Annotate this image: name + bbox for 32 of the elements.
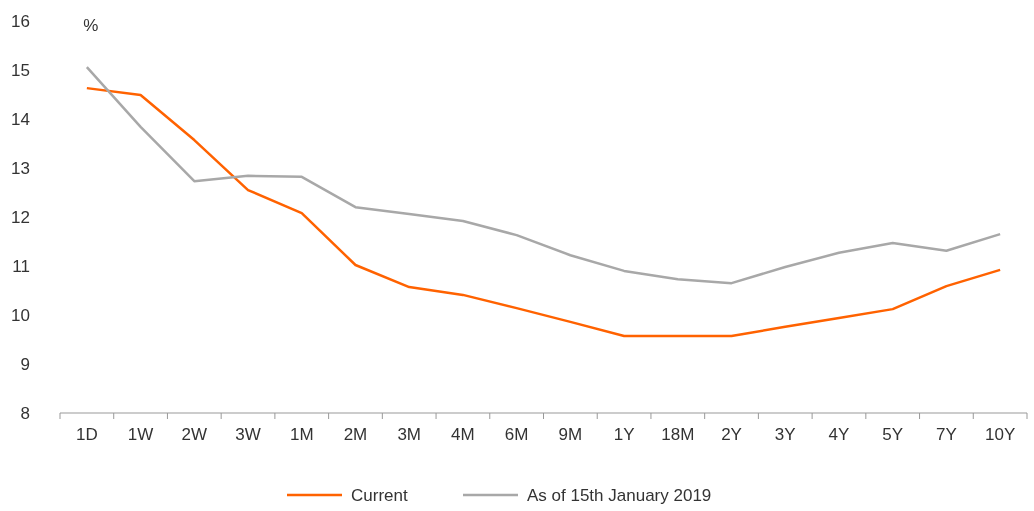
y-tick-label: 14 xyxy=(11,109,30,129)
y-tick-label: 11 xyxy=(12,256,30,276)
x-tick-label: 2Y xyxy=(721,425,742,444)
y-axis-title: % xyxy=(83,15,99,35)
y-tick-label: 10 xyxy=(11,305,30,325)
y-tick-label: 16 xyxy=(11,11,30,31)
x-tick-label: 2M xyxy=(343,425,368,444)
x-tick-label: 6M xyxy=(504,425,529,444)
x-tick-label: 2W xyxy=(181,425,208,444)
y-tick-label: 15 xyxy=(11,60,30,80)
x-tick-label: 3W xyxy=(235,425,261,444)
line-series xyxy=(85,86,1002,338)
x-tick-label: 1Y xyxy=(613,425,635,444)
y-tick-label: 13 xyxy=(11,158,30,178)
x-tick-label: 3M xyxy=(397,425,422,444)
x-tick-label: 1D xyxy=(75,425,98,444)
x-tick-label: 18M xyxy=(661,425,695,444)
x-tick-label: 1W xyxy=(127,425,154,444)
y-tick-label: 9 xyxy=(20,354,30,374)
x-tick-label: 10Y xyxy=(985,425,1016,444)
x-tick-label: 4M xyxy=(451,425,475,444)
y-tick-label: 12 xyxy=(11,207,30,227)
x-tick-label: 1M xyxy=(289,425,314,444)
legend-label: Current xyxy=(351,486,408,505)
x-tick-label: 3Y xyxy=(774,425,796,444)
x-tick-label: 7Y xyxy=(936,425,957,444)
legend-label: As of 15th January 2019 xyxy=(527,486,712,505)
x-tick-label: 5Y xyxy=(882,425,904,444)
x-tick-label: 9M xyxy=(558,425,583,444)
y-tick-label: 8 xyxy=(20,403,30,423)
line-series xyxy=(85,65,1002,285)
x-tick-label: 4Y xyxy=(828,425,850,444)
